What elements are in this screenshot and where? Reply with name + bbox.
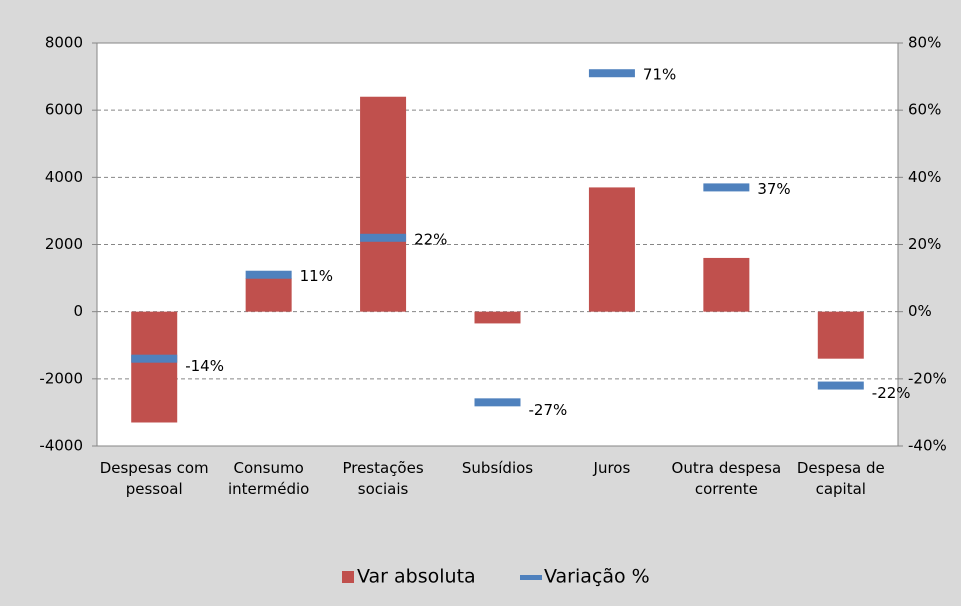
x-tick-label: Consumo intermédio [227, 459, 310, 498]
x-tick-label: Prestações sociais [342, 459, 424, 498]
y-tick-label: 8000 [45, 34, 83, 52]
y-tick-label: -4000 [39, 437, 83, 455]
legend-swatch [520, 575, 542, 580]
data-label: -14% [185, 357, 224, 375]
bar [245, 278, 292, 312]
marker [474, 398, 521, 407]
y-tick-label: 2000 [45, 235, 83, 253]
data-label: 71% [643, 66, 676, 84]
data-label: 11% [300, 267, 333, 285]
x-tick-label: Despesa de capital [796, 459, 885, 498]
marker [360, 233, 407, 242]
legend-swatch [342, 571, 354, 583]
y2-tick-label: 0% [908, 302, 932, 320]
marker [131, 354, 178, 363]
bar [588, 187, 635, 312]
y2-tick-label: -20% [908, 369, 947, 387]
marker [245, 270, 292, 279]
y-tick-label: -2000 [39, 369, 83, 387]
bar [131, 311, 178, 423]
legend-label: Var absoluta [357, 566, 476, 588]
y-tick-label: 0 [73, 302, 83, 320]
y-tick-label: 6000 [45, 101, 83, 119]
bar [703, 257, 750, 312]
y-tick-label: 4000 [45, 168, 83, 186]
data-label: -27% [529, 401, 568, 419]
marker [703, 183, 750, 192]
x-tick-label: Outra despesa corrente [671, 459, 782, 498]
marker [588, 69, 635, 78]
data-label: 37% [757, 180, 790, 198]
y2-tick-label: 80% [908, 34, 941, 52]
x-tick-label: Subsídios [461, 459, 534, 477]
legend-label: Variação % [544, 566, 650, 588]
x-tick-label: Despesas com pessoal [99, 459, 209, 498]
bar [474, 311, 521, 324]
bar [817, 311, 864, 359]
bar [360, 96, 407, 312]
marker [817, 381, 864, 390]
y2-tick-label: 20% [908, 235, 941, 253]
data-label: 22% [414, 230, 447, 248]
y2-tick-label: -40% [908, 437, 947, 455]
y2-tick-label: 40% [908, 168, 941, 186]
x-tick-label: Juros [593, 459, 631, 477]
y2-tick-label: 60% [908, 101, 941, 119]
data-label: -22% [872, 384, 911, 402]
